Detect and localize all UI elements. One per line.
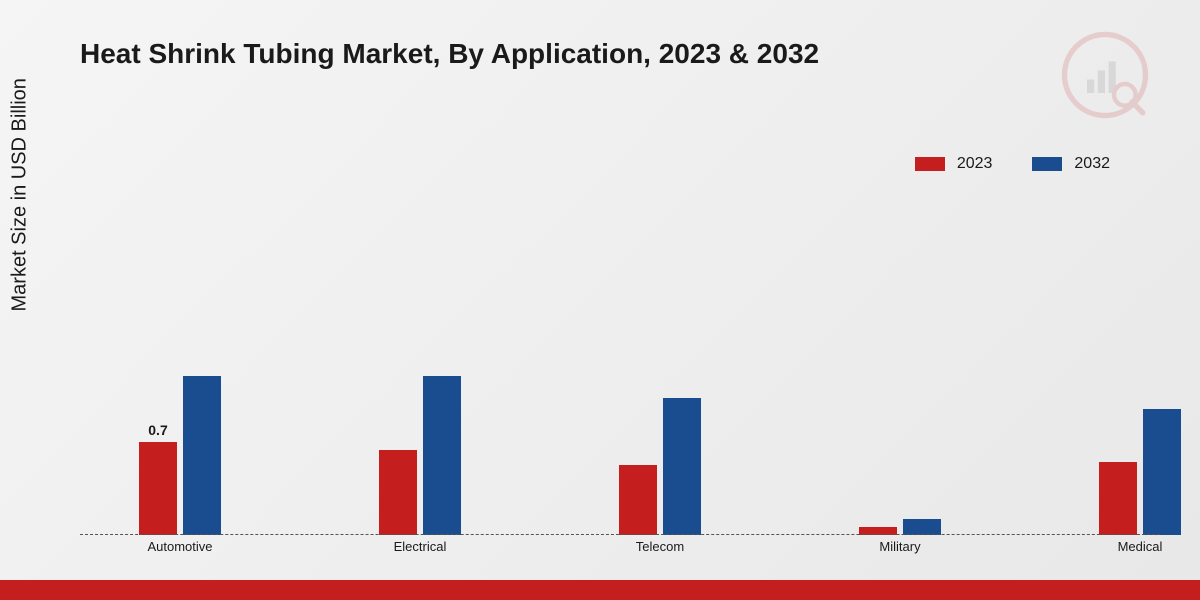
bar [183,376,221,535]
baseline [80,534,1160,535]
bar [423,376,461,535]
bottom-accent-bar [0,580,1200,600]
x-axis-category-label: Telecom [636,539,684,554]
bar [379,450,417,535]
bar [663,398,701,535]
bar [139,442,177,535]
x-axis-category-label: Electrical [394,539,447,554]
bars-container: 0.7 [80,110,1160,535]
y-axis-label: Market Size in USD Billion [9,78,32,311]
watermark-logo [1060,30,1150,120]
plot-area: 0.7 [80,110,1160,535]
bar [619,465,657,535]
bar [903,519,941,535]
x-axis-category-label: Military [879,539,920,554]
x-axis-category-label: Medical [1118,539,1163,554]
bar [1099,462,1137,535]
chart-title: Heat Shrink Tubing Market, By Applicatio… [80,38,819,70]
bar [1143,409,1181,535]
x-axis-category-label: Automotive [147,539,212,554]
bar-value-label: 0.7 [134,422,182,438]
